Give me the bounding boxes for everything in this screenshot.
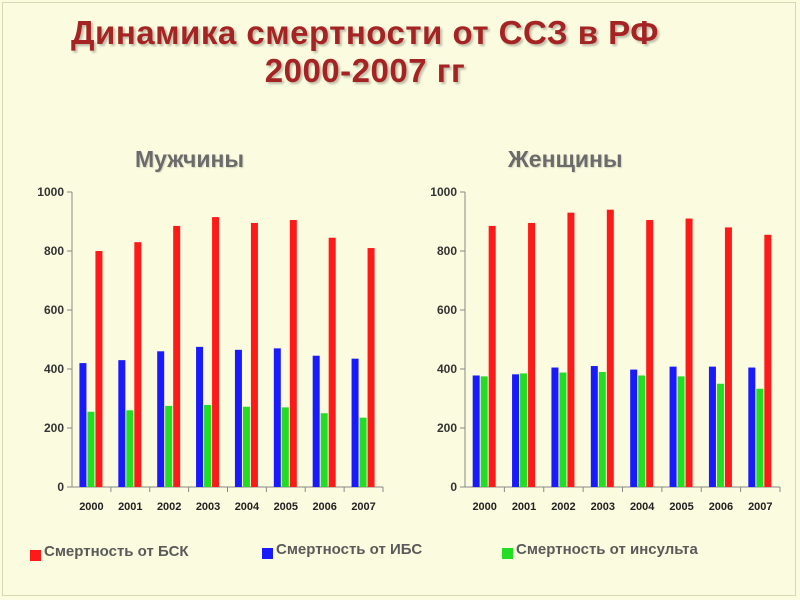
men-bar-bsk (134, 242, 142, 487)
men-bar-stroke (359, 417, 367, 487)
women-bar-stroke (559, 372, 567, 487)
legend-label-ibs: Смертность от ИБС (276, 540, 423, 558)
women-bar-ibs (590, 366, 598, 487)
legend-item-bsk: Смертность от БСК (30, 540, 189, 562)
men-x-tick-label: 2005 (274, 501, 298, 513)
women-bar-stroke (677, 376, 685, 487)
legend-item-stroke: Смертность от инсульта (502, 538, 698, 560)
men-bar-ibs (234, 349, 242, 487)
men-x-tick-label: 2002 (157, 501, 181, 513)
men-bar-stroke (281, 407, 289, 487)
men-bar-stroke (87, 411, 95, 487)
men-bar-stroke (320, 413, 328, 487)
women-bar-ibs (708, 366, 716, 487)
women-x-tick-label: 2001 (512, 501, 536, 513)
women-bar-bsk (606, 209, 614, 487)
women-y-tick-label: 600 (437, 303, 457, 317)
men-bar-bsk (328, 237, 336, 487)
men-bar-bsk (173, 225, 181, 488)
women-bar-stroke (638, 375, 646, 487)
women-x-tick-label: 2006 (709, 501, 733, 513)
legend-swatch-bsk (30, 549, 41, 561)
women-bar-bsk (528, 222, 536, 487)
women-bar-stroke (756, 388, 764, 487)
men-bar-bsk (95, 251, 103, 487)
men-bar-bsk (212, 217, 220, 487)
men-bar-ibs (351, 358, 359, 487)
legend-swatch-stroke (502, 547, 513, 559)
men-bar-ibs (157, 351, 165, 487)
men-y-tick-label: 1000 (37, 185, 64, 199)
bar-chart-women: 0 200 400 600 800 1000 2000 2001 2002 2003 2004 200… (430, 185, 781, 513)
women-x-tick-label: 2007 (748, 501, 772, 513)
women-bar-ibs (748, 367, 756, 487)
men-x-tick-label: 2007 (351, 501, 375, 513)
women-bar-ibs (472, 375, 480, 487)
men-bar-ibs (273, 348, 281, 487)
women-y-tick-label: 200 (437, 421, 457, 435)
women-y-tick-label: 1000 (430, 185, 457, 199)
women-bar-stroke (598, 371, 606, 487)
women-x-tick-label: 2000 (472, 501, 496, 513)
women-y-tick-label: 800 (437, 244, 457, 258)
men-bar-ibs (79, 363, 87, 487)
men-bar-ibs (118, 360, 126, 487)
men-y-tick-label: 0 (57, 480, 64, 494)
men-bar-stroke (126, 410, 134, 487)
men-bar-ibs (196, 346, 204, 487)
women-bar-bsk (764, 234, 772, 487)
women-x-tick-label: 2003 (591, 501, 615, 513)
women-bar-ibs (669, 366, 677, 487)
chart-title-men: Мужчины (135, 146, 244, 172)
women-bar-stroke (520, 373, 528, 487)
women-bar-bsk (488, 225, 496, 488)
women-bar-bsk (724, 227, 732, 487)
legend-swatch-ibs (262, 547, 273, 559)
men-y-tick-label: 800 (44, 244, 64, 258)
men-y-tick-label: 400 (44, 362, 64, 376)
women-y-tick-label: 0 (450, 480, 457, 494)
men-bar-stroke (204, 404, 212, 487)
slide-title-line1: Динамика смертности от ССЗ в РФ (71, 14, 659, 51)
women-y-tick-label: 400 (437, 362, 457, 376)
men-bar-stroke (165, 405, 173, 487)
chart-title-women: Женщины (508, 146, 623, 172)
women-x-tick-label: 2004 (630, 501, 655, 513)
men-y-tick-label: 200 (44, 421, 64, 435)
women-x-tick-label: 2002 (551, 501, 575, 513)
men-x-tick-label: 2000 (79, 501, 103, 513)
bar-chart-men: 0 200 400 600 800 1000 2000 2001 2002 2003 2004 200… (37, 185, 384, 513)
men-x-tick-label: 2006 (312, 501, 336, 513)
men-x-tick-label: 2001 (118, 501, 142, 513)
legend-label-stroke: Смертность от инсульта (516, 540, 698, 558)
women-bar-ibs (551, 367, 559, 487)
men-bar-stroke (242, 406, 250, 487)
men-y-tick-label: 600 (44, 303, 64, 317)
slide-title-line2: 2000-2007 гг (264, 52, 466, 89)
legend-label-bsk: Смертность от БСК (44, 542, 189, 560)
women-bar-bsk (646, 220, 654, 487)
men-bar-bsk (289, 220, 297, 487)
men-bar-ibs (312, 355, 320, 487)
women-bar-bsk (685, 218, 693, 488)
women-bar-bsk (567, 212, 575, 487)
women-bar-stroke (480, 376, 488, 487)
men-bar-bsk (367, 248, 375, 487)
men-bar-bsk (250, 222, 258, 487)
women-bar-ibs (630, 369, 638, 487)
women-bar-ibs (512, 374, 520, 487)
women-bar-stroke (716, 383, 724, 487)
men-x-tick-label: 2004 (235, 501, 260, 513)
legend-item-ibs: Смертность от ИБС (262, 538, 422, 560)
men-x-tick-label: 2003 (196, 501, 220, 513)
women-x-tick-label: 2005 (669, 501, 693, 513)
